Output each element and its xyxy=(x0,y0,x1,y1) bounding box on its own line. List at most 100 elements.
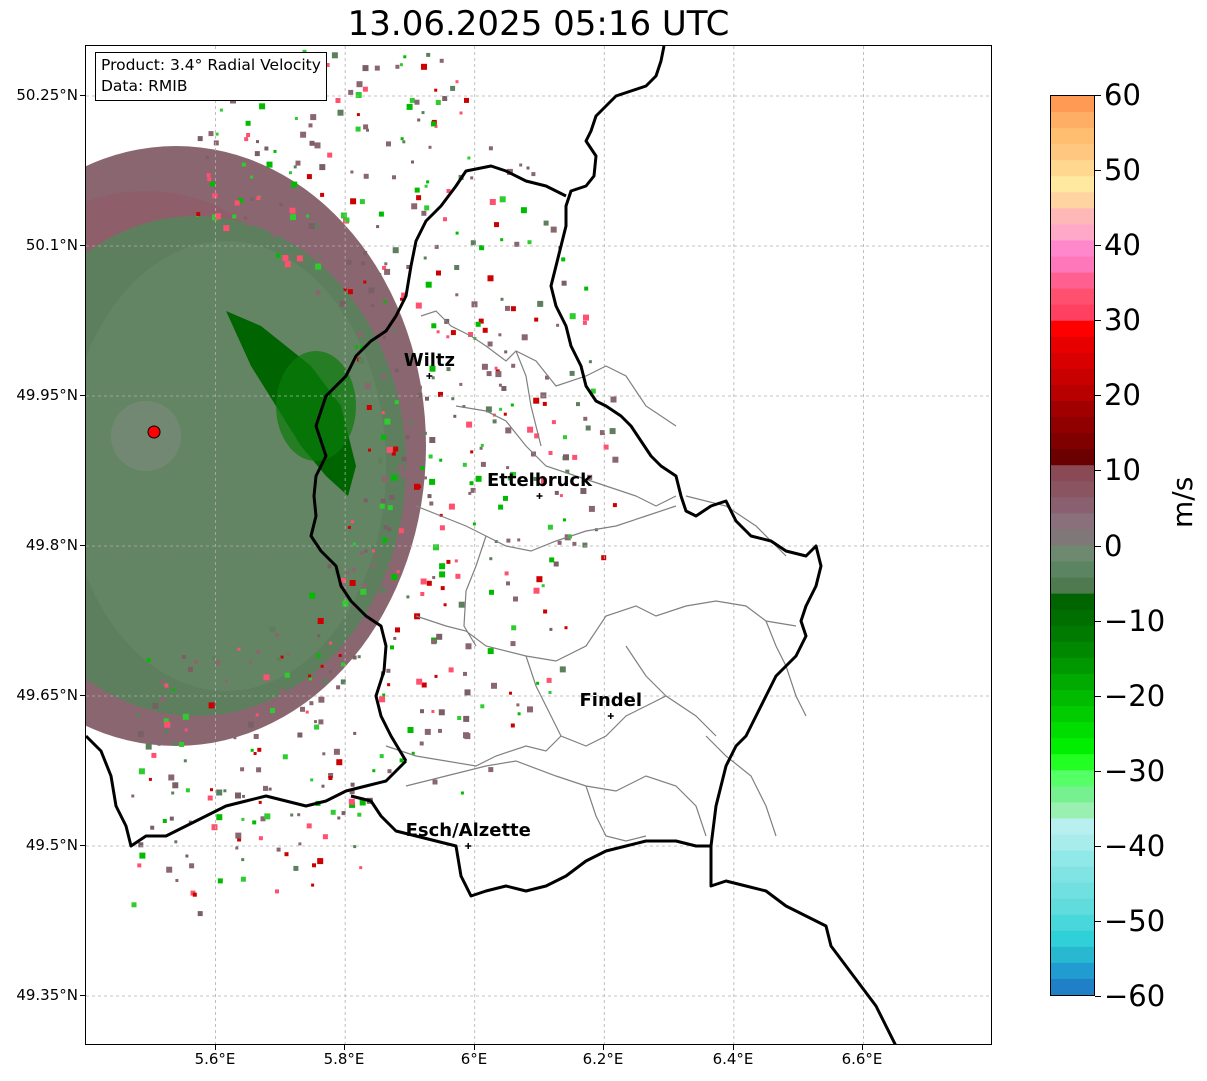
echo-pixel xyxy=(475,321,481,327)
echo-pixel xyxy=(527,706,533,713)
echo-pixel xyxy=(279,202,284,206)
echo-pixel xyxy=(337,816,341,820)
echo-pixel xyxy=(503,495,508,501)
colorbar-segment xyxy=(1051,978,1094,995)
echo-pixel xyxy=(425,396,429,401)
colorbar-tick-label: 50 xyxy=(1104,153,1141,188)
lon-tick xyxy=(733,1045,734,1050)
echo-pixel xyxy=(545,375,549,380)
colorbar-segment xyxy=(1051,417,1094,434)
echo-pixel xyxy=(583,416,588,421)
radar-map[interactable]: Wiltz Ettelbruck Findel Esch/Alzette Produc… xyxy=(85,45,992,1045)
echo-pixel xyxy=(470,487,476,493)
echo-pixel xyxy=(328,773,334,778)
echo-pixel xyxy=(185,788,190,793)
echo-pixel xyxy=(554,490,559,495)
echo-pixel xyxy=(510,723,515,728)
echo-pixel xyxy=(465,643,472,650)
echo-pixel xyxy=(424,476,427,480)
echo-pixel xyxy=(414,483,420,490)
echo-pixel xyxy=(207,177,212,182)
echo-pixel xyxy=(569,370,575,376)
echo-pixel xyxy=(446,335,450,339)
echo-pixel xyxy=(463,715,470,722)
echo-pixel xyxy=(374,65,380,71)
echo-pixel xyxy=(211,824,218,831)
echo-pixel xyxy=(435,100,441,105)
echo-pixel xyxy=(585,425,591,431)
echo-pixel xyxy=(316,653,321,658)
colorbar-segment xyxy=(1051,497,1094,514)
colorbar-segment xyxy=(1051,192,1094,209)
echo-pixel xyxy=(417,118,421,122)
echo-pixel xyxy=(368,287,375,294)
lon-label-6-4: 6.4°E xyxy=(712,1050,754,1068)
echo-pixel xyxy=(213,140,219,146)
echo-pixel xyxy=(487,648,494,655)
echo-pixel xyxy=(393,446,399,452)
echo-pixel xyxy=(363,124,369,130)
echo-pixel xyxy=(276,253,281,258)
echo-pixel xyxy=(327,152,333,158)
echo-pixel xyxy=(517,712,521,716)
echo-pixel xyxy=(318,696,325,703)
echo-pixel xyxy=(439,58,444,63)
echo-pixel xyxy=(457,716,462,720)
echo-pixel xyxy=(336,685,341,690)
echo-pixel xyxy=(313,673,317,677)
echo-pixel xyxy=(424,205,430,211)
echo-pixel xyxy=(164,729,169,734)
echo-pixel xyxy=(416,195,422,201)
echo-pixel xyxy=(302,49,307,54)
echo-pixel xyxy=(387,683,391,687)
colorbar-segment xyxy=(1051,738,1094,755)
echo-pixel xyxy=(462,462,467,467)
echo-pixel xyxy=(601,555,607,561)
echo-pixel xyxy=(379,754,384,759)
echo-pixel xyxy=(360,345,365,350)
echo-pixel xyxy=(355,92,362,98)
echo-pixel xyxy=(305,710,309,714)
echo-pixel xyxy=(356,592,362,598)
echo-pixel xyxy=(421,682,427,688)
echo-pixel xyxy=(276,657,281,662)
echo-pixel xyxy=(431,710,435,713)
echo-pixel xyxy=(455,80,459,84)
echo-pixel xyxy=(206,173,211,178)
echo-pixel xyxy=(284,852,289,857)
echo-pixel xyxy=(380,498,386,504)
echo-pixel xyxy=(181,655,186,659)
echo-pixel xyxy=(189,863,195,869)
echo-pixel xyxy=(289,207,296,214)
echo-pixel xyxy=(338,654,342,657)
city-label: Ettelbruck xyxy=(487,470,593,491)
echo-pixel xyxy=(498,383,502,387)
echo-pixel xyxy=(371,546,376,551)
echo-pixel xyxy=(561,257,566,262)
lat-label-49-65: 49.65°N xyxy=(16,686,78,704)
echo-pixel xyxy=(311,883,315,887)
echo-pixel xyxy=(212,193,218,199)
echo-pixel xyxy=(364,382,371,389)
echo-pixel xyxy=(166,866,173,873)
echo-pixel xyxy=(424,184,428,188)
colorbar-segment xyxy=(1051,689,1094,707)
lon-label-6: 6°E xyxy=(460,1050,488,1068)
echo-pixel xyxy=(541,478,547,485)
echo-pixel xyxy=(384,268,391,275)
echo-pixel xyxy=(342,600,349,607)
echo-pixel xyxy=(208,702,215,709)
echo-pixel xyxy=(357,655,361,659)
echo-pixel xyxy=(351,567,356,572)
echo-pixel xyxy=(470,450,474,454)
echo-pixel xyxy=(164,721,171,728)
echo-pixel xyxy=(260,816,266,822)
echo-pixel xyxy=(494,222,499,228)
echo-pixel xyxy=(314,142,321,149)
echo-pixel xyxy=(341,811,346,816)
echo-pixel xyxy=(347,289,353,295)
echo-pixel xyxy=(534,433,540,439)
echo-pixel xyxy=(355,126,361,132)
echo-pixel xyxy=(136,713,141,718)
echo-pixel xyxy=(481,363,488,370)
